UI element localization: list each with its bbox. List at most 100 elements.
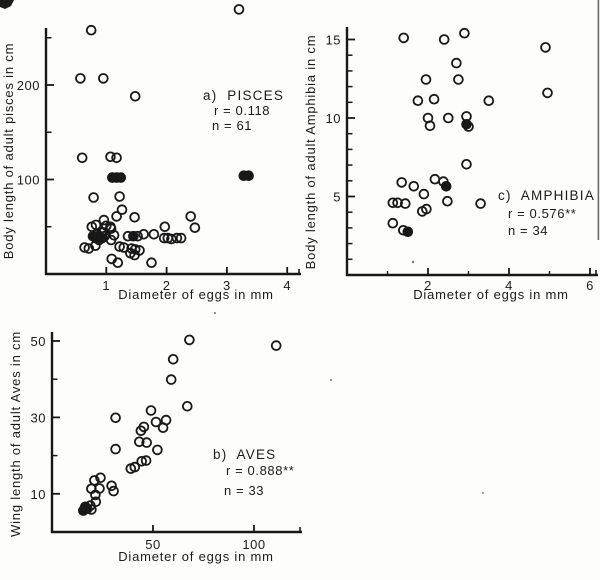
data-point	[83, 243, 95, 254]
data-point	[140, 455, 152, 466]
x-axis-title: Diameter of eggs in mm	[118, 549, 274, 564]
data-point	[129, 91, 141, 102]
n-value: n = 34	[508, 223, 548, 238]
data-point	[189, 222, 201, 234]
data-point	[75, 73, 86, 84]
data-point	[90, 240, 101, 252]
data-point	[185, 211, 197, 222]
data-point	[157, 422, 169, 434]
x-tick-label: 50	[145, 537, 160, 552]
data-point	[233, 4, 245, 15]
panel-label: c) AMPHIBIA	[498, 188, 595, 203]
data-point	[135, 425, 147, 437]
data-point	[105, 234, 117, 246]
data-point	[243, 170, 254, 182]
data-point	[86, 504, 97, 515]
data-point	[129, 212, 140, 223]
data-point	[398, 32, 410, 44]
data-point	[442, 112, 454, 124]
r-value: r = 0.118	[214, 103, 270, 118]
data-point	[152, 444, 163, 456]
y-tick-label: 100	[17, 173, 40, 188]
data-point	[459, 27, 470, 39]
data-point	[108, 485, 119, 497]
data-point	[184, 334, 195, 346]
data-point	[134, 436, 145, 448]
data-point	[159, 221, 171, 233]
data-point	[166, 233, 177, 245]
y-axis-title: Body length of adult pisces in cm	[1, 43, 16, 259]
data-point	[171, 232, 183, 244]
data-point	[440, 181, 452, 192]
data-point	[111, 211, 122, 222]
data-point	[392, 197, 403, 209]
data-point	[412, 95, 424, 106]
data-point	[118, 242, 130, 253]
data-point	[428, 93, 440, 105]
y-tick-label: 10	[326, 111, 341, 126]
data-point	[112, 257, 124, 269]
data-point	[387, 197, 399, 209]
data-point	[396, 177, 408, 188]
data-point	[453, 74, 464, 85]
y-tick-label: 30	[31, 410, 46, 425]
y-tick-label: 15	[326, 33, 341, 48]
data-point	[165, 374, 177, 385]
n-value: n = 33	[224, 483, 264, 498]
speck	[329, 378, 333, 382]
data-point	[116, 204, 128, 216]
data-point	[88, 192, 99, 203]
y-tick-label: 5	[333, 190, 341, 205]
data-point	[85, 24, 97, 36]
data-point	[424, 120, 436, 132]
x-tick-label: 3	[223, 278, 231, 293]
data-point	[110, 443, 121, 455]
panel-label: a) PISCES	[203, 88, 284, 103]
data-point	[158, 232, 170, 244]
data-point	[442, 195, 453, 207]
data-point	[483, 95, 495, 106]
y-tick-label: 50	[31, 334, 46, 349]
panel-label: b) AVES	[213, 447, 276, 462]
data-point	[451, 57, 462, 69]
plot-amphibia: 2 4 6 5 10 15	[326, 27, 598, 293]
data-point	[136, 455, 148, 467]
data-point	[461, 159, 472, 170]
x-axis-title: Diameter of eggs in mm	[413, 287, 569, 302]
data-point	[399, 198, 411, 209]
speck	[481, 491, 485, 495]
data-point	[79, 242, 90, 253]
data-point	[540, 42, 551, 53]
data-point	[270, 340, 282, 351]
x-tick-label: 1	[102, 278, 110, 293]
x-tick-label: 4	[283, 278, 291, 293]
data-point	[429, 173, 441, 185]
y-axis-title: Wing length of adult Aves in cm	[8, 331, 23, 537]
y-tick-label: 10	[31, 487, 46, 502]
speck	[213, 311, 217, 315]
scan-artifacts	[0, 0, 600, 495]
data-point	[542, 87, 553, 99]
data-point	[475, 198, 486, 209]
x-tick-label: 2	[424, 278, 432, 293]
speck	[411, 260, 415, 264]
plot-pisces: 1 2 3 4 100 200	[17, 4, 301, 293]
x-tick-label: 100	[242, 537, 265, 552]
data-point	[111, 152, 122, 164]
x-tick-label: 2	[163, 278, 171, 293]
data-point	[463, 121, 474, 132]
data-point	[115, 172, 127, 183]
data-point	[402, 226, 414, 238]
data-point	[138, 229, 150, 240]
x-tick-label: 4	[505, 278, 513, 293]
data-point	[418, 188, 430, 200]
data-point	[90, 489, 101, 501]
data-point	[132, 230, 144, 242]
data-point	[76, 152, 88, 164]
data-point	[421, 203, 432, 215]
data-point	[95, 472, 106, 484]
data-point	[408, 181, 420, 192]
data-point	[98, 227, 109, 238]
y-tick-label: 200	[17, 78, 40, 93]
